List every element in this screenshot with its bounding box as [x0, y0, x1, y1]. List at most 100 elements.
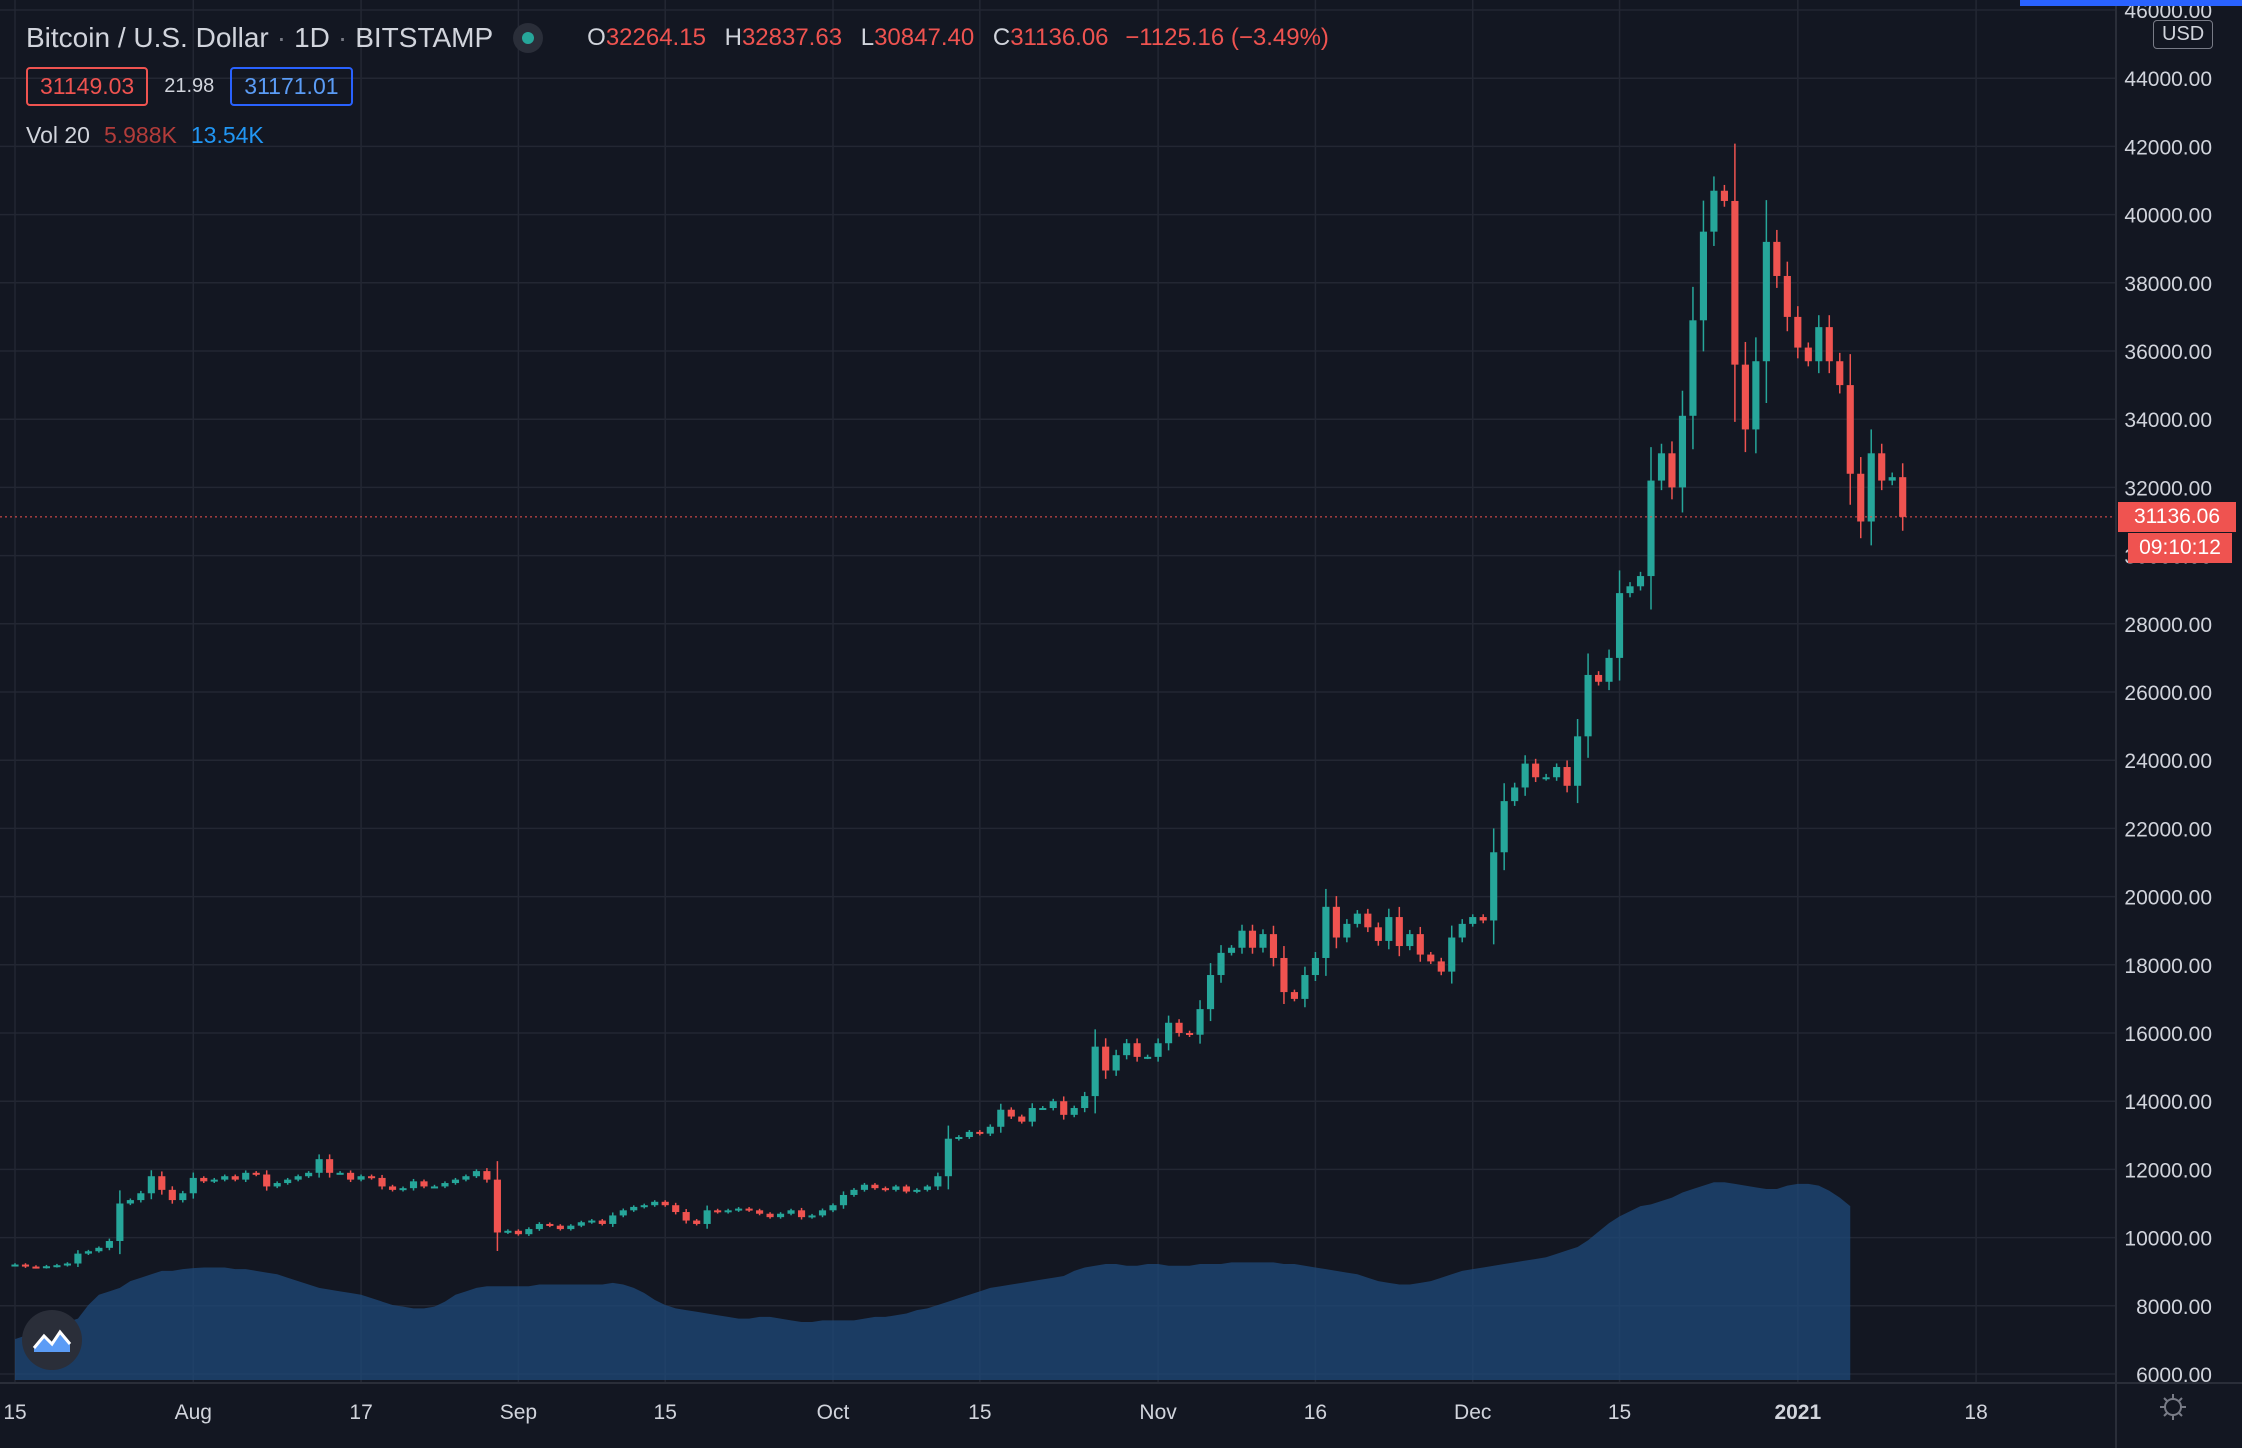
candle [1238, 924, 1246, 954]
symbol-title[interactable]: Bitcoin / U.S. Dollar [26, 22, 269, 53]
candle-body [1773, 241, 1781, 276]
candle [598, 1219, 606, 1226]
candle [1332, 896, 1340, 949]
candle-body [126, 1200, 134, 1204]
candle [619, 1208, 627, 1218]
candle-body [1175, 1022, 1183, 1033]
candle-body [189, 1177, 197, 1194]
candle [21, 1263, 30, 1268]
candle [1301, 966, 1309, 1008]
candle-body [1448, 937, 1456, 972]
candle-body [682, 1212, 690, 1221]
interval-label[interactable]: 1D [294, 22, 330, 53]
candle-body [409, 1181, 418, 1189]
candle-body [1888, 477, 1896, 481]
time-axis[interactable]: 15 Aug 17 Sep 15 Oct 15 Nov 16 Dec 15 2021 18 [3, 1401, 1987, 1424]
candle-body [1395, 917, 1403, 947]
candle [1028, 1103, 1036, 1127]
candle-body [1846, 385, 1854, 474]
candle [1374, 922, 1382, 946]
bar-countdown-tag: 09:10:12 [2128, 532, 2232, 563]
candle-body [430, 1186, 439, 1189]
candle [1605, 649, 1613, 691]
market-status-icon[interactable] [513, 23, 544, 53]
candle [105, 1238, 113, 1251]
candle-body [724, 1210, 732, 1213]
candle-body [472, 1171, 481, 1177]
buy-price-button[interactable]: 31171.01 [230, 67, 353, 106]
candle [976, 1130, 984, 1136]
candle [797, 1207, 806, 1220]
candle [871, 1183, 879, 1190]
candle [189, 1172, 197, 1199]
candle-body [179, 1193, 187, 1201]
currency-badge[interactable]: USD [2153, 20, 2214, 49]
candle [808, 1213, 816, 1219]
candle-body [913, 1189, 921, 1192]
spread-value: 21.98 [164, 75, 215, 97]
candle-body [357, 1176, 365, 1180]
candle [892, 1184, 900, 1192]
candle [420, 1179, 428, 1189]
volume-legend[interactable]: Vol 20 5.988K 13.54K [26, 122, 264, 149]
candle-body [1647, 480, 1655, 577]
candle [116, 1190, 124, 1255]
candle [640, 1203, 648, 1209]
candle [1584, 653, 1592, 758]
candle-body [1689, 320, 1697, 416]
price-tick-label: 18000.00 [2124, 955, 2212, 978]
candle-body [1091, 1046, 1099, 1097]
candle-body [1469, 917, 1477, 924]
time-tick-label: 18 [1964, 1401, 1987, 1424]
candle-body [441, 1183, 449, 1187]
candle [672, 1202, 680, 1215]
candle-body [74, 1253, 82, 1264]
candle [1458, 919, 1466, 943]
candle-body [451, 1179, 460, 1184]
candle-body [1060, 1101, 1068, 1115]
settings-gear-icon[interactable] [2158, 1392, 2188, 1427]
candle [504, 1229, 512, 1234]
candle-body [1731, 200, 1739, 365]
candle [63, 1262, 72, 1267]
candle-body [1112, 1055, 1120, 1071]
candle-body [1657, 453, 1666, 481]
time-tick-label: Oct [817, 1401, 850, 1424]
candle [137, 1190, 145, 1203]
sell-price-button[interactable]: 31149.03 [26, 67, 149, 106]
candle [252, 1171, 260, 1177]
candle-body [850, 1189, 858, 1195]
price-tick-label: 28000.00 [2124, 614, 2212, 637]
candle [934, 1172, 942, 1191]
volume-pane [15, 1182, 1851, 1380]
candle-body [221, 1176, 229, 1180]
open-value: 32264.15 [605, 24, 706, 51]
close-value: 31136.06 [1010, 24, 1109, 51]
price-axis[interactable]: 6000.00 8000.00 10000.00 12000.00 14000.00 16… [2124, 0, 2212, 1387]
candle-body [1259, 934, 1267, 948]
candle [630, 1205, 638, 1212]
candle-body [714, 1210, 722, 1213]
candle-body [1238, 930, 1246, 948]
candle [902, 1184, 910, 1194]
candle [881, 1186, 890, 1192]
candle-body [42, 1266, 51, 1269]
candle-body [284, 1179, 292, 1184]
candle-body [294, 1176, 302, 1180]
candle [315, 1154, 323, 1178]
candle [1762, 200, 1770, 404]
time-tick-label: 16 [1304, 1401, 1327, 1424]
candle-body [787, 1210, 795, 1214]
candle-body [53, 1265, 61, 1268]
candle [703, 1205, 711, 1229]
candle-body [577, 1222, 585, 1226]
candle-body [1867, 453, 1875, 522]
candle [1668, 441, 1676, 500]
candle [577, 1220, 585, 1228]
candle [1427, 951, 1435, 964]
candle-body [944, 1138, 952, 1177]
candle [1794, 306, 1802, 359]
candle-body [1836, 361, 1844, 386]
tradingview-logo-icon[interactable] [22, 1310, 82, 1370]
